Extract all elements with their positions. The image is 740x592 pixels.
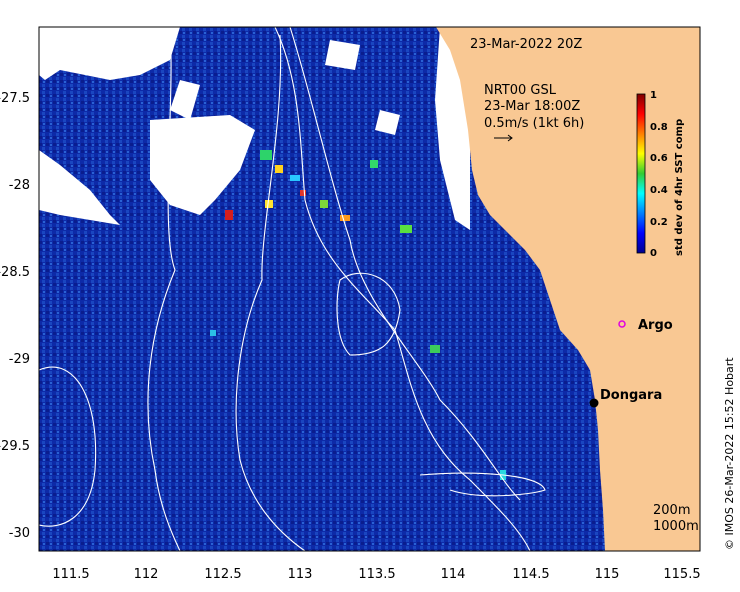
argo-label: Argo bbox=[638, 318, 673, 333]
x-tick-label: 111.5 bbox=[52, 567, 89, 582]
current-product-label: NRT00 GSL bbox=[484, 83, 557, 98]
y-tick-label: -28.5 bbox=[0, 265, 30, 280]
colorbar-ticks: 0 0.2 0.4 0.6 0.8 1 bbox=[650, 90, 668, 259]
x-axis: 111.5 112 112.5 113 113.5 114 114.5 115 … bbox=[52, 567, 700, 582]
colorbar-gradient bbox=[636, 93, 646, 254]
colorbar-tick-label: 0.4 bbox=[650, 185, 668, 196]
colorbar-tick-label: 0.6 bbox=[650, 153, 668, 164]
x-tick-label: 113.5 bbox=[358, 567, 395, 582]
x-tick-label: 115 bbox=[595, 567, 620, 582]
y-tick-label: -30 bbox=[9, 526, 30, 541]
bathymetry-contours bbox=[39, 27, 546, 551]
plot-frame bbox=[38, 26, 701, 552]
y-tick-label: -28 bbox=[9, 178, 30, 193]
colorbar-title: std dev of 4hr SST comp bbox=[674, 119, 685, 256]
argo-marker-icon bbox=[618, 320, 626, 328]
bathymetry-legend-200m: 200m bbox=[653, 503, 690, 518]
credit-label: © IMOS 26-Mar-2022 15:52 Hobart bbox=[723, 357, 736, 550]
y-tick-label: -29 bbox=[9, 352, 30, 367]
colorbar-tick-label: 0.2 bbox=[650, 217, 668, 228]
x-tick-label: 114.5 bbox=[512, 567, 549, 582]
dongara-marker-icon bbox=[589, 398, 599, 408]
x-tick-label: 112 bbox=[134, 567, 159, 582]
dongara-label: Dongara bbox=[600, 388, 662, 403]
current-time-label: 23-Mar 18:00Z bbox=[484, 99, 580, 114]
x-tick-label: 115.5 bbox=[663, 567, 700, 582]
land-mass bbox=[436, 27, 700, 551]
x-tick-label: 114 bbox=[441, 567, 466, 582]
scale-arrow-label: 0.5m/s (1kt 6h) bbox=[484, 116, 584, 131]
bathymetry-legend-1000m: 1000m bbox=[653, 519, 699, 534]
y-tick-label: -29.5 bbox=[0, 439, 30, 454]
timestamp-label: 23-Mar-2022 20Z bbox=[470, 37, 582, 52]
plot-area bbox=[39, 27, 700, 551]
colorbar-tick-label: 1 bbox=[650, 90, 657, 101]
x-tick-label: 113 bbox=[288, 567, 313, 582]
scale-arrow-icon bbox=[494, 134, 513, 142]
colorbar-tick-label: 0.8 bbox=[650, 122, 668, 133]
colorbar-tick-label: 0 bbox=[650, 248, 657, 259]
y-axis: -27.5 -28 -28.5 -29 -29.5 -30 bbox=[0, 91, 30, 541]
y-tick-label: -27.5 bbox=[0, 91, 30, 106]
x-tick-label: 112.5 bbox=[204, 567, 241, 582]
